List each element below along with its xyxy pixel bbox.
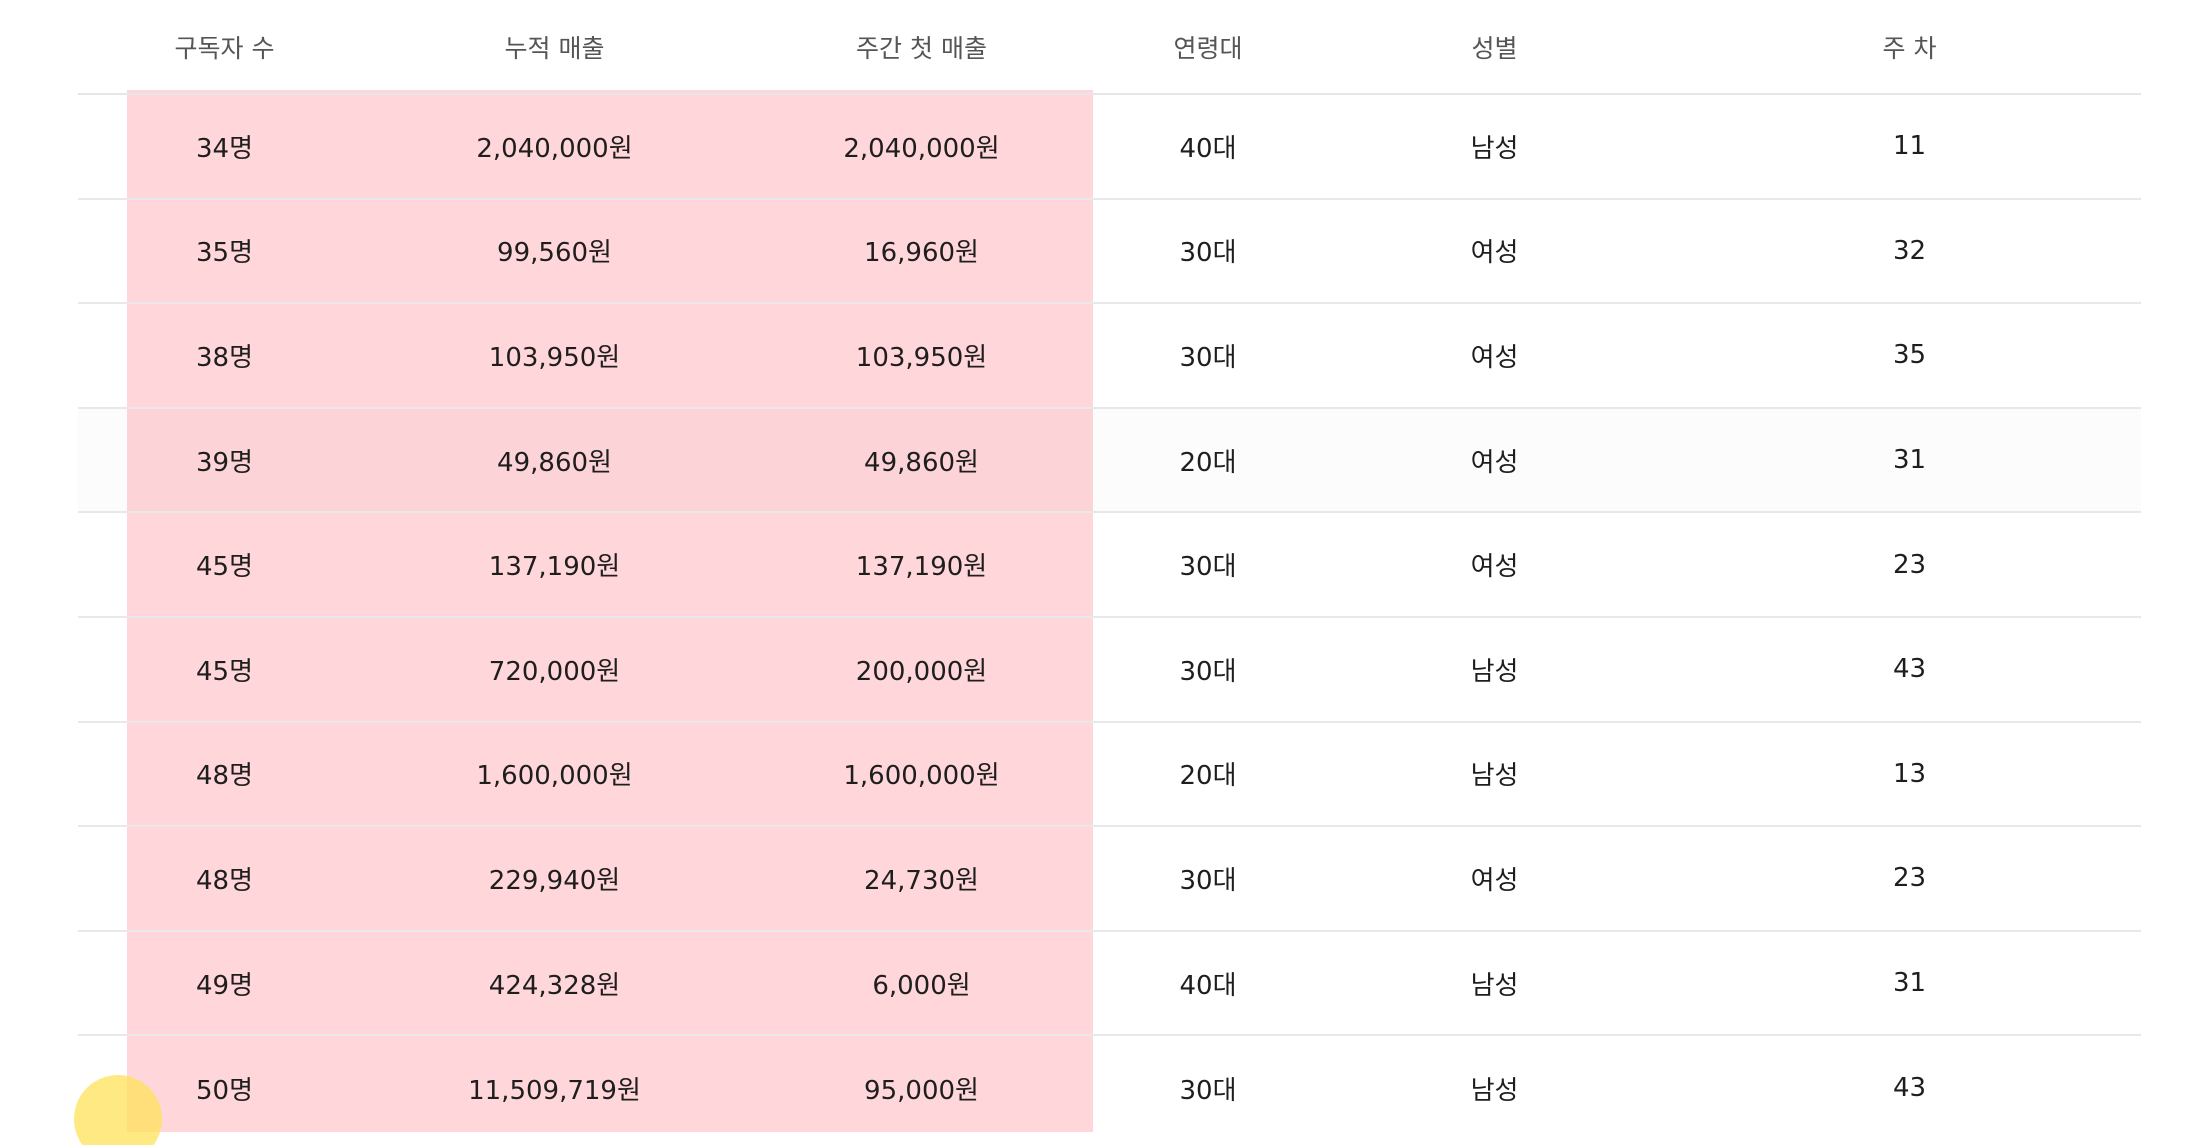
cell-age-group: 30대	[1179, 1075, 1237, 1106]
table-row[interactable]: 48명 1,600,000원 1,600,000원 20대 남성 13	[78, 721, 2141, 828]
cell-subscribers: 48명	[78, 826, 371, 932]
cell-cumulative-sales: 720,000원	[371, 616, 738, 723]
header-age-group[interactable]: 연령대	[1105, 0, 1311, 95]
cell-age-group: 30대	[1105, 303, 1311, 409]
cell-subscribers: 35명	[78, 198, 371, 305]
cell-age-group: 30대	[1105, 512, 1311, 618]
cell-subscribers: 50명	[195, 1075, 253, 1106]
cell-week: 43	[1678, 616, 2141, 723]
cell-weekly-first-sales: 200,000원	[738, 616, 1105, 723]
cell-subscribers: 38명	[78, 303, 371, 409]
header-subscribers[interactable]: 구독자 수	[78, 0, 371, 95]
cell-age-group: 30대	[1105, 826, 1311, 932]
header-week[interactable]: 주 차	[1678, 0, 2141, 95]
cell-subscribers: 45명	[78, 616, 371, 723]
table-row[interactable]: 35명 99,560원 16,960원 30대 여성 32	[78, 198, 2141, 305]
cell-week: 43	[1892, 1073, 1927, 1104]
table-row[interactable]: 48명 229,940원 24,730원 30대 여성 23	[78, 826, 2141, 932]
header-weekly-first-sales[interactable]: 주간 첫 매출	[738, 0, 1105, 95]
cell-gender: 남성	[1311, 721, 1678, 828]
subscriber-sales-table: 구독자 수 누적 매출 주간 첫 매출 연령대 성별 주 차 34명 2,040…	[78, 0, 2141, 1140]
cell-weekly-first-sales: 137,190원	[738, 512, 1105, 618]
cell-age-group: 40대	[1105, 930, 1311, 1037]
cell-gender: 남성	[1311, 930, 1678, 1037]
cell-age-group: 20대	[1105, 407, 1311, 514]
cell-weekly-first-sales: 16,960원	[738, 198, 1105, 305]
cell-cumulative-sales: 49,860원	[371, 407, 738, 514]
cell-week: 35	[1678, 303, 2141, 409]
cell-age-group: 30대	[1105, 616, 1311, 723]
cell-cumulative-sales: 11,509,719원	[468, 1075, 641, 1106]
cell-gender: 여성	[1311, 198, 1678, 305]
cell-weekly-first-sales: 103,950원	[738, 303, 1105, 409]
cell-cumulative-sales: 2,040,000원	[371, 94, 738, 200]
cell-gender: 여성	[1311, 407, 1678, 514]
cell-weekly-first-sales: 49,860원	[738, 407, 1105, 514]
cell-cumulative-sales: 424,328원	[371, 930, 738, 1037]
cell-week: 23	[1678, 512, 2141, 618]
cell-weekly-first-sales: 95,000원	[864, 1075, 979, 1106]
cell-week: 23	[1678, 826, 2141, 932]
cell-gender: 여성	[1311, 512, 1678, 618]
cell-subscribers: 45명	[78, 512, 371, 618]
table-row[interactable]: 34명 2,040,000원 2,040,000원 40대 남성 11	[78, 94, 2141, 200]
cell-week: 13	[1678, 721, 2141, 828]
table-header-row: 구독자 수 누적 매출 주간 첫 매출 연령대 성별 주 차	[78, 0, 2141, 95]
cell-gender: 여성	[1311, 303, 1678, 409]
cell-weekly-first-sales: 6,000원	[738, 930, 1105, 1037]
table-row[interactable]: 39명 49,860원 49,860원 20대 여성 31	[78, 407, 2141, 514]
cell-weekly-first-sales: 24,730원	[738, 826, 1105, 932]
cell-gender: 여성	[1311, 826, 1678, 932]
cell-week: 31	[1678, 930, 2141, 1037]
cell-age-group: 30대	[1105, 198, 1311, 305]
cell-cumulative-sales: 229,940원	[371, 826, 738, 932]
cell-gender: 남성	[1311, 616, 1678, 723]
table-row[interactable]: 45명 137,190원 137,190원 30대 여성 23	[78, 512, 2141, 618]
cell-gender: 남성	[1470, 1075, 1519, 1106]
cell-subscribers: 34명	[78, 94, 371, 200]
table-row[interactable]: 38명 103,950원 103,950원 30대 여성 35	[78, 303, 2141, 409]
cell-week: 31	[1678, 407, 2141, 514]
table-row[interactable]: 49명 424,328원 6,000원 40대 남성 31	[78, 930, 2141, 1037]
cell-week: 32	[1678, 198, 2141, 305]
table-row[interactable]: 50명 11,509,719원 95,000원 30대 남성 43	[78, 1035, 2141, 1140]
header-cumulative-sales[interactable]: 누적 매출	[371, 0, 738, 95]
header-gender[interactable]: 성별	[1311, 0, 1678, 95]
cell-subscribers: 39명	[78, 407, 371, 514]
cell-cumulative-sales: 99,560원	[371, 198, 738, 305]
cell-age-group: 20대	[1105, 721, 1311, 828]
cell-subscribers: 49명	[78, 930, 371, 1037]
cell-cumulative-sales: 137,190원	[371, 512, 738, 618]
table-row[interactable]: 45명 720,000원 200,000원 30대 남성 43	[78, 616, 2141, 723]
cell-subscribers: 48명	[78, 721, 371, 828]
cell-cumulative-sales: 1,600,000원	[371, 721, 738, 828]
cell-weekly-first-sales: 2,040,000원	[738, 94, 1105, 200]
cell-gender: 남성	[1311, 94, 1678, 200]
cell-age-group: 40대	[1105, 94, 1311, 200]
cell-cumulative-sales: 103,950원	[371, 303, 738, 409]
cell-weekly-first-sales: 1,600,000원	[738, 721, 1105, 828]
cell-week: 11	[1678, 94, 2141, 200]
cursor-highlight-dot	[74, 1075, 162, 1145]
